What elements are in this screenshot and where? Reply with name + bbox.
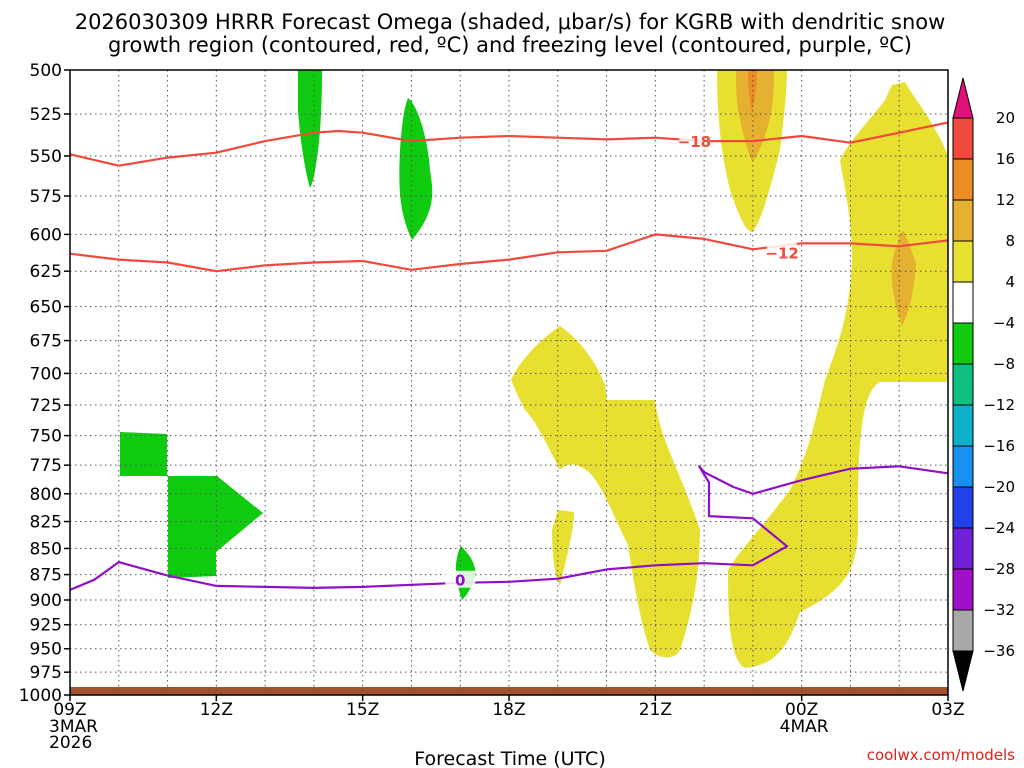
x-tick-label: 15Z <box>346 700 379 720</box>
y-tick-label: 550 <box>30 147 62 167</box>
colorbar-bin <box>952 117 974 160</box>
contour-label: −18 <box>678 133 711 151</box>
y-tick-label: 1000 <box>19 686 62 706</box>
colorbar-bin <box>952 199 974 242</box>
colorbar-bin <box>952 158 974 201</box>
colorbar: 20 16 12 8 4 −4 −8 −12 −16 −20 −24 −28 −32 −36 <box>952 77 1015 692</box>
colorbar-bin <box>952 404 974 447</box>
colorbar-label: 12 <box>996 191 1015 209</box>
colorbar-label: −24 <box>983 519 1015 537</box>
omega-region-orange-right <box>891 230 916 326</box>
colorbar-bin <box>952 240 974 283</box>
x-tick-sublabel: 3MAR <box>49 717 98 737</box>
colorbar-bin <box>952 568 974 611</box>
colorbar-label: 4 <box>1005 273 1015 291</box>
contour-label: 0 <box>455 572 465 590</box>
contour-line <box>69 465 949 591</box>
colorbar-bin <box>952 322 974 365</box>
colorbar-label: 8 <box>1005 232 1015 250</box>
y-tick-label: 775 <box>30 456 62 476</box>
x-tick-label: 09Z <box>53 700 86 720</box>
y-tick-label: 825 <box>30 513 62 533</box>
contour-label: −12 <box>765 244 798 262</box>
omega-region-orange-upper <box>736 70 774 162</box>
contour-line <box>69 233 949 273</box>
y-tick-label: 700 <box>30 364 62 384</box>
y-tick-label: 625 <box>30 262 62 282</box>
y-tick-label: 600 <box>30 225 62 245</box>
plot-area: −18 −12 0 <box>69 69 949 696</box>
x-tick-label: 21Z <box>639 700 672 720</box>
colorbar-bin <box>952 486 974 529</box>
contour-label-bg <box>767 243 798 261</box>
colorbar-bin <box>952 363 974 406</box>
chart-title-line2: growth region (contoured, red, ºC) and f… <box>108 33 912 57</box>
credit-link[interactable]: coolwx.com/models <box>867 746 1015 764</box>
omega-region-yellow-small <box>552 510 574 586</box>
contours: −18 −12 0 <box>69 121 949 591</box>
colorbar-bin <box>952 445 974 488</box>
grid <box>70 70 948 695</box>
x-axis-label: Forecast Time (UTC) <box>414 748 605 768</box>
colorbar-label: −28 <box>983 560 1015 578</box>
chart-title-line1: 2026030309 HRRR Forecast Omega (shaded, … <box>75 10 946 34</box>
x-tick-sublabel: 2026 <box>49 733 92 753</box>
colorbar-label: −12 <box>983 396 1015 414</box>
omega-region-yellow-middle <box>511 326 700 658</box>
y-tick-label: 975 <box>30 663 62 683</box>
x-tick-label: 12Z <box>200 700 233 720</box>
colorbar-label: −4 <box>993 314 1015 332</box>
colorbar-top-arrow <box>952 77 974 119</box>
y-axis: 500 525 550 575 600 625 650 675 700 725 750 775 800 8… <box>19 61 70 706</box>
colorbar-bin <box>952 609 974 652</box>
y-tick-label: 875 <box>30 566 62 586</box>
y-tick-label: 750 <box>30 427 62 447</box>
colorbar-label: −20 <box>983 478 1015 496</box>
colorbar-bin <box>952 527 974 570</box>
x-tick-label: 00Z <box>785 700 818 720</box>
colorbar-label: 16 <box>996 150 1015 168</box>
y-tick-label: 675 <box>30 332 62 352</box>
contour-line <box>69 121 949 167</box>
colorbar-label: −8 <box>993 355 1015 373</box>
x-tick-sublabel: 4MAR <box>780 717 829 737</box>
y-tick-label: 925 <box>30 616 62 636</box>
omega-shading <box>120 70 948 668</box>
y-tick-label: 500 <box>30 61 62 81</box>
y-tick-label: 950 <box>30 640 62 660</box>
omega-region-green-2 <box>399 98 433 240</box>
omega-region-green-3 <box>120 432 263 578</box>
contour-label-bg <box>445 570 476 588</box>
y-tick-label: 725 <box>30 396 62 416</box>
colorbar-bin <box>952 281 974 324</box>
x-tick-label: 03Z <box>931 700 964 720</box>
colorbar-label: −16 <box>983 437 1015 455</box>
colorbar-bottom-arrow <box>952 650 974 692</box>
contour-label-bg <box>679 132 710 150</box>
colorbar-label: 20 <box>996 109 1015 127</box>
omega-region-yellow-right <box>728 82 948 668</box>
y-tick-label: 525 <box>30 105 62 125</box>
x-tick-label: 18Z <box>492 700 525 720</box>
y-tick-label: 900 <box>30 591 62 611</box>
y-tick-label: 850 <box>30 539 62 559</box>
colorbar-label: −36 <box>983 642 1015 660</box>
y-tick-label: 650 <box>30 298 62 318</box>
y-tick-label: 575 <box>30 187 62 207</box>
y-tick-label: 800 <box>30 485 62 505</box>
colorbar-label: −32 <box>983 601 1015 619</box>
omega-region-green-1 <box>298 70 322 188</box>
